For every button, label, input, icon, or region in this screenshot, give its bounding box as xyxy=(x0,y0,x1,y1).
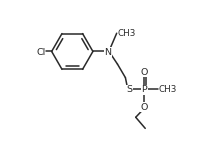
Text: Cl: Cl xyxy=(37,48,46,57)
Text: P: P xyxy=(142,85,147,94)
Text: O: O xyxy=(141,68,148,77)
Text: CH3: CH3 xyxy=(159,85,177,94)
Text: S: S xyxy=(126,85,132,94)
Text: O: O xyxy=(141,103,148,112)
Text: CH3: CH3 xyxy=(118,29,136,38)
Text: N: N xyxy=(104,48,111,57)
